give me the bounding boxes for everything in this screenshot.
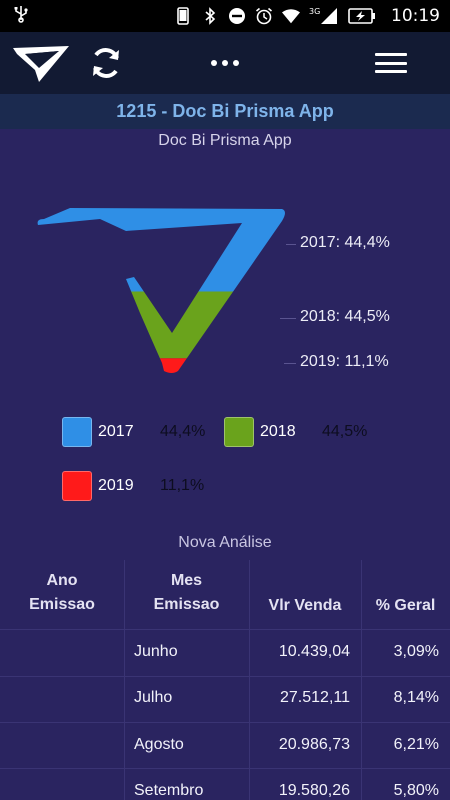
cell-mes: Julho — [134, 689, 173, 706]
table-row-divider — [0, 768, 450, 769]
column-header-ano[interactable]: Ano Emissao — [29, 572, 95, 613]
legend-swatch-2019[interactable] — [62, 471, 92, 501]
refresh-button[interactable] — [86, 42, 126, 84]
cell-vlr: 19.580,26 — [278, 782, 350, 799]
brand-logo-icon[interactable] — [11, 42, 71, 84]
table-row-divider — [0, 676, 450, 677]
refresh-icon — [93, 48, 119, 78]
cell-geral: 6,21% — [393, 736, 439, 753]
pie-slice-2019[interactable] — [30, 358, 290, 375]
slice-label-2017: 2017: 44,4% — [300, 234, 390, 251]
table-divider — [361, 560, 362, 800]
legend-swatch-2018[interactable] — [224, 417, 254, 447]
signal-3g-icon: 3G — [309, 7, 339, 25]
chart-subtitle: Doc Bi Prisma App — [158, 132, 292, 149]
column-header-mes[interactable]: Mes Emissao — [153, 572, 220, 613]
do-not-disturb-icon — [228, 7, 246, 25]
table-row-divider — [0, 629, 450, 630]
app-toolbar — [0, 32, 450, 94]
cell-geral: 3,09% — [393, 643, 439, 660]
network-type-label: 3G — [309, 7, 320, 16]
bluetooth-icon — [201, 7, 219, 25]
page-title: 1215 - Doc Bi Prisma App — [116, 101, 334, 121]
cell-mes: Junho — [134, 643, 178, 660]
cell-vlr: 27.512,11 — [280, 689, 350, 706]
cell-vlr: 20.986,73 — [278, 736, 350, 753]
column-header-geral[interactable]: % Geral — [375, 597, 436, 614]
table-divider — [249, 560, 250, 800]
pie-slice-2017[interactable] — [30, 208, 290, 292]
status-time: 10:19 — [391, 6, 440, 26]
column-header-vlr-venda[interactable]: Vlr Venda — [268, 597, 342, 614]
slice-label-2019: 2019: 11,1% — [300, 353, 389, 370]
legend-year-2019: 2019 — [98, 477, 134, 494]
legend-swatch-2017[interactable] — [62, 417, 92, 447]
table-section-title: Nova Análise — [178, 534, 272, 551]
pie-chart — [30, 208, 290, 375]
legend-year-2017: 2017 — [98, 423, 134, 440]
pie-slice-2018[interactable] — [30, 291, 290, 359]
cell-geral: 5,80% — [393, 782, 439, 799]
page-title-bar: 1215 - Doc Bi Prisma App — [0, 94, 450, 129]
label-leader-line — [280, 318, 296, 319]
battery-charging-icon — [348, 7, 376, 25]
label-leader-line — [284, 363, 296, 364]
more-horizontal-icon — [211, 60, 217, 66]
legend-pct-2018: 44,5% — [322, 423, 368, 440]
slice-label-2018: 2018: 44,5% — [300, 308, 390, 325]
table-row-divider — [0, 722, 450, 723]
wifi-icon — [282, 7, 300, 25]
cell-vlr: 10.439,04 — [278, 643, 350, 660]
legend-year-2018: 2018 — [260, 423, 296, 440]
legend-pct-2017: 44,4% — [160, 423, 206, 440]
cell-mes: Agosto — [134, 736, 184, 753]
alarm-icon — [255, 7, 273, 25]
phone-icon — [174, 7, 192, 25]
usb-icon — [14, 5, 28, 28]
status-bar: 3G 10:19 — [0, 0, 450, 32]
more-options-button[interactable] — [205, 48, 245, 78]
legend-pct-2019: 11,1% — [160, 477, 205, 494]
hamburger-menu-icon[interactable] — [372, 50, 410, 76]
label-leader-line — [286, 244, 296, 245]
cell-geral: 8,14% — [393, 689, 439, 706]
table-divider — [124, 560, 125, 800]
cell-mes: Setembro — [134, 782, 204, 799]
